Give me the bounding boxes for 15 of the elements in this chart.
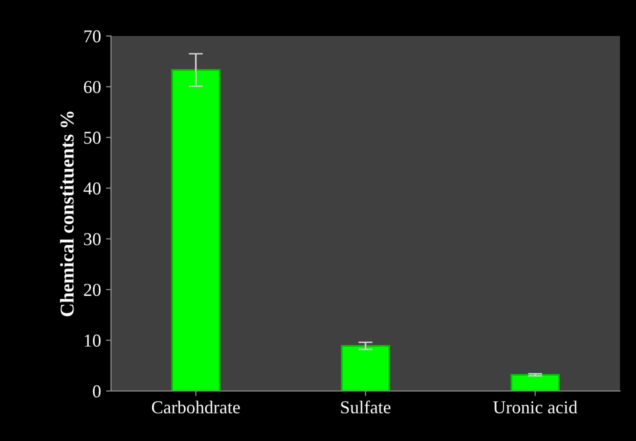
y-axis-title: Chemical constituents % xyxy=(60,112,74,316)
x-tick-label: Carbohdrate xyxy=(152,400,240,414)
x-tick-label: Uronic acid xyxy=(493,400,578,414)
y-tick-label: 10 xyxy=(84,334,101,347)
y-tick-label: 20 xyxy=(84,284,101,296)
y-tick-label: 60 xyxy=(84,80,101,94)
x-tick-label: Sulfate xyxy=(341,400,390,414)
bar xyxy=(340,345,390,391)
y-tick-label: 50 xyxy=(84,132,101,144)
bar xyxy=(171,69,220,391)
bar xyxy=(510,374,560,391)
y-tick-label: 30 xyxy=(84,233,101,246)
y-tick-label: 70 xyxy=(84,30,101,42)
y-tick-label: 40 xyxy=(84,182,101,195)
y-tick-label: 0 xyxy=(92,385,101,398)
